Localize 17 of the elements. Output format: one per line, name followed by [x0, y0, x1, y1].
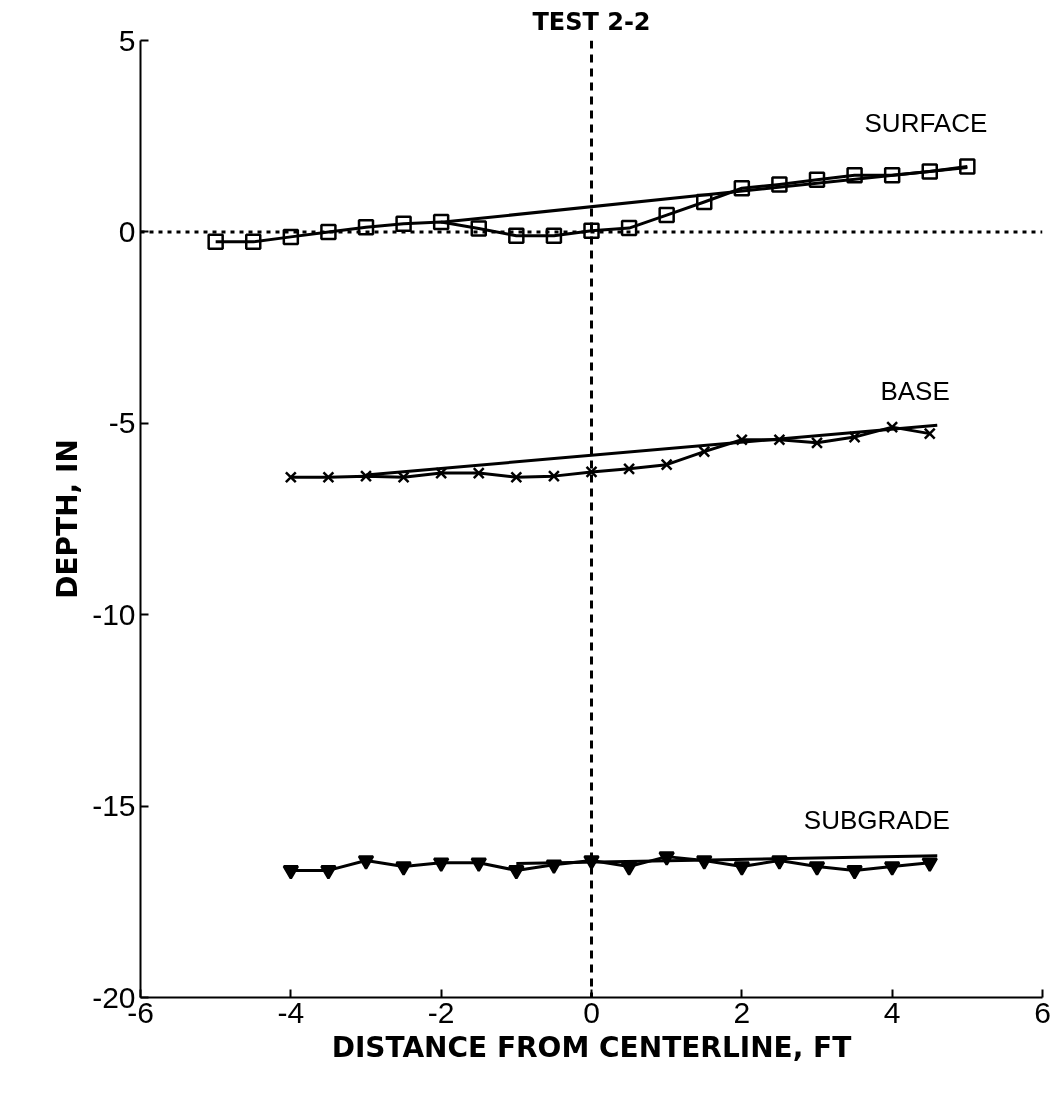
- y-tick-label: 5: [118, 23, 136, 57]
- y-tick-label: -5: [108, 406, 136, 440]
- x-tick-label: 2: [733, 995, 751, 1029]
- x-tick-label: 6: [1034, 995, 1051, 1029]
- series-label: SUBGRADE: [803, 804, 950, 835]
- x-tick-label: -2: [427, 995, 455, 1029]
- series-label: BASE: [880, 375, 950, 406]
- x-tick-label: 0: [583, 995, 600, 1029]
- y-tick-label: -10: [92, 597, 136, 631]
- x-axis-title: DISTANCE FROM CENTERLINE, FT: [331, 1030, 852, 1064]
- y-axis-title: DEPTH, IN: [51, 439, 85, 599]
- series-label: SURFACE: [864, 108, 988, 139]
- chart-title: TEST 2-2: [532, 7, 651, 36]
- y-tick-label: 0: [118, 214, 136, 248]
- y-tick-label: -15: [92, 789, 136, 823]
- x-tick-label: -4: [277, 995, 305, 1029]
- x-tick-label: 4: [883, 995, 901, 1029]
